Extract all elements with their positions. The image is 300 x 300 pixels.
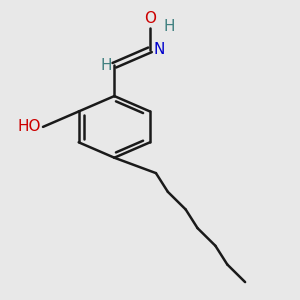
- Text: N: N: [154, 42, 165, 57]
- Text: H: H: [100, 58, 112, 73]
- Text: H: H: [164, 19, 175, 34]
- Text: HO: HO: [17, 119, 41, 134]
- Text: O: O: [144, 11, 156, 26]
